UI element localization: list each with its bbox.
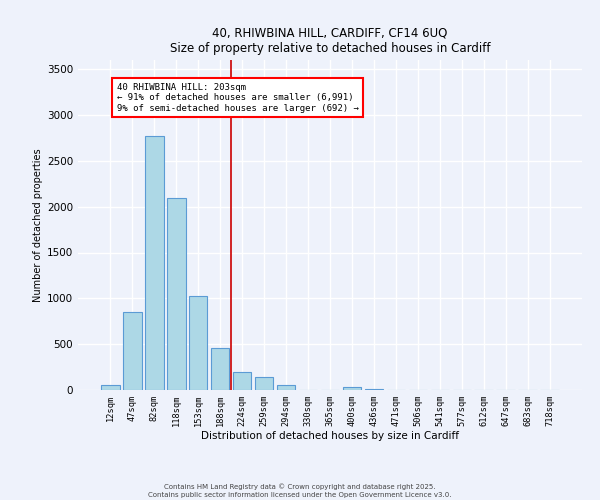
- Bar: [145, 136, 164, 390]
- Bar: [255, 376, 274, 390]
- Bar: [365, 388, 383, 390]
- Bar: [167, 198, 185, 390]
- Bar: [123, 312, 142, 390]
- Bar: [277, 384, 295, 390]
- Text: Contains HM Land Registry data © Crown copyright and database right 2025.
Contai: Contains HM Land Registry data © Crown c…: [148, 484, 452, 498]
- Text: 40 RHIWBINA HILL: 203sqm
← 91% of detached houses are smaller (6,991)
9% of semi: 40 RHIWBINA HILL: 203sqm ← 91% of detach…: [117, 83, 359, 112]
- X-axis label: Distribution of detached houses by size in Cardiff: Distribution of detached houses by size …: [201, 430, 459, 440]
- Bar: [101, 386, 119, 390]
- Bar: [233, 372, 251, 390]
- Y-axis label: Number of detached properties: Number of detached properties: [33, 148, 43, 302]
- Bar: [343, 387, 361, 390]
- Bar: [189, 296, 208, 390]
- Title: 40, RHIWBINA HILL, CARDIFF, CF14 6UQ
Size of property relative to detached house: 40, RHIWBINA HILL, CARDIFF, CF14 6UQ Siz…: [170, 26, 490, 54]
- Bar: [211, 348, 229, 390]
